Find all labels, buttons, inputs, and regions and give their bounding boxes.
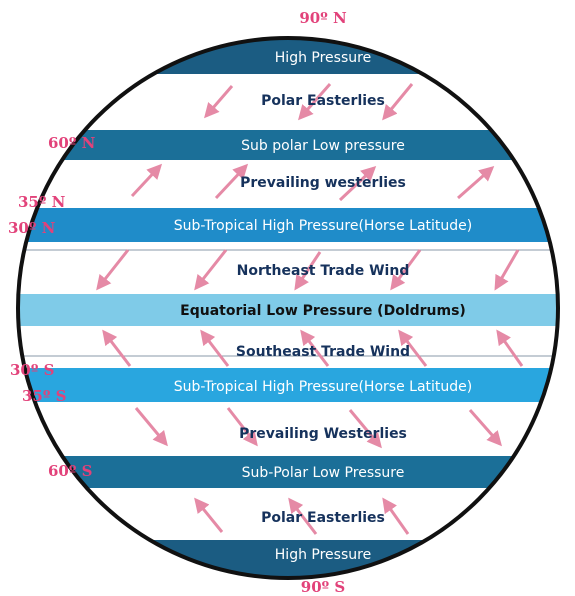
- equatorial-low-band: [18, 294, 558, 326]
- latitude-35s: 35º S: [22, 387, 66, 405]
- north-polar-easterlies-label: Polar Easterlies: [261, 93, 385, 109]
- arrow-icon: [298, 83, 332, 121]
- arrow-icon: [496, 329, 524, 367]
- latitude-90n: 90º N: [299, 9, 347, 27]
- arrow-icon: [390, 249, 422, 291]
- equatorial-low-label: Equatorial Low Pressure (Doldrums): [180, 303, 466, 319]
- arrow-icon: [288, 497, 318, 535]
- northeast-trade-label: Northeast Trade Wind: [237, 263, 410, 279]
- arrow-icon: [382, 83, 414, 121]
- globe-outline: [16, 36, 560, 580]
- arrow-icon: [130, 163, 163, 198]
- arrow-icon: [102, 329, 132, 367]
- north-subpolar-low-label: Sub polar Low pressure: [241, 138, 405, 154]
- arrow-icon: [348, 409, 382, 449]
- arrow-icon: [294, 251, 322, 291]
- arrow-icon: [457, 166, 495, 200]
- latitude-60s: 60º S: [48, 462, 92, 480]
- arrow-icon: [382, 497, 410, 535]
- south-subpolar-low-label: Sub-Polar Low Pressure: [242, 465, 405, 481]
- arrow-icon: [468, 409, 502, 447]
- south-polar-high-label: High Pressure: [275, 547, 371, 563]
- arrow-icon: [226, 407, 258, 447]
- arrow-icon: [338, 165, 377, 202]
- north-subtropical-high-label: Sub-Tropical High Pressure(Horse Latitud…: [174, 218, 472, 234]
- arrow-icon: [194, 497, 224, 533]
- latitude-35n: 35º N: [18, 193, 66, 211]
- arrow-icon: [494, 249, 520, 291]
- north-westerlies-label: Prevailing westerlies: [240, 175, 406, 191]
- latitude-30n: 30º N: [8, 219, 56, 237]
- south-subpolar-low-band: [18, 456, 558, 488]
- latitude-30s: 30º S: [10, 361, 54, 379]
- south-subtropical-high-band: [18, 368, 558, 402]
- latitude-90s: 90º S: [301, 578, 345, 596]
- north-polar-high-label: High Pressure: [275, 50, 371, 66]
- arrow-icon: [300, 329, 330, 367]
- arrow-icon: [134, 407, 168, 447]
- latitude-60n: 60º N: [48, 134, 96, 152]
- south-subtropical-high-label: Sub-Tropical High Pressure(Horse Latitud…: [174, 379, 472, 395]
- south-westerlies-label: Prevailing Westerlies: [239, 426, 407, 442]
- arrow-icon: [214, 163, 249, 200]
- arrow-icon: [96, 249, 130, 291]
- north-subpolar-low-band: [18, 130, 558, 160]
- north-subtropical-high-band: [18, 208, 558, 242]
- south-polar-easterlies-label: Polar Easterlies: [261, 510, 385, 526]
- arrow-icon: [200, 329, 230, 367]
- arrow-icon: [398, 329, 428, 367]
- southeast-trade-label: Southeast Trade Wind: [236, 344, 410, 360]
- arrow-icon: [204, 85, 234, 119]
- wind-arrows: [96, 83, 524, 535]
- arrow-icon: [194, 249, 228, 291]
